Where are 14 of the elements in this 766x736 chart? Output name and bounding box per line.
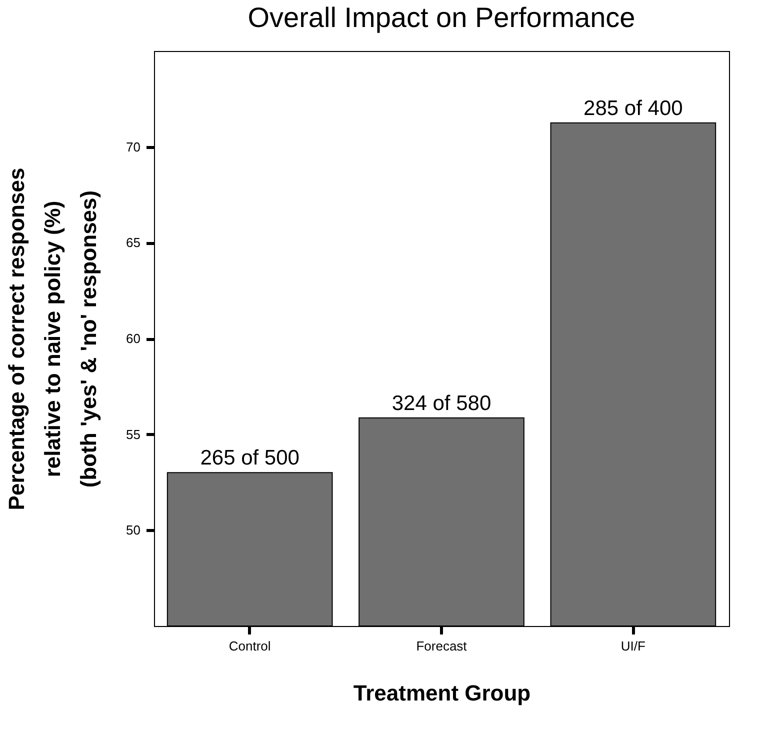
x-tick-label: Forecast: [416, 638, 468, 654]
y-tick-label: 70: [126, 139, 140, 154]
x-tick-label: UI/F: [620, 638, 646, 654]
annotation: 265 of 500: [200, 446, 300, 470]
y-tick-label: 55: [126, 426, 140, 442]
x-axis-title: Treatment Group: [353, 680, 531, 706]
x-tick-label: Control: [228, 638, 271, 654]
y-tick-label: 60: [126, 331, 140, 346]
y-axis-title: Percentage of correct responses relative to naive policy (%) (both 'yes' & 'no' responses): [4, 168, 102, 510]
chart-title: Overall Impact on Performance: [248, 2, 636, 33]
annotation: 324 of 580: [392, 392, 492, 415]
annotation: 285 of 400: [584, 96, 683, 120]
y-tick-label: 65: [126, 235, 140, 250]
y-tick-label: 50: [126, 522, 140, 538]
